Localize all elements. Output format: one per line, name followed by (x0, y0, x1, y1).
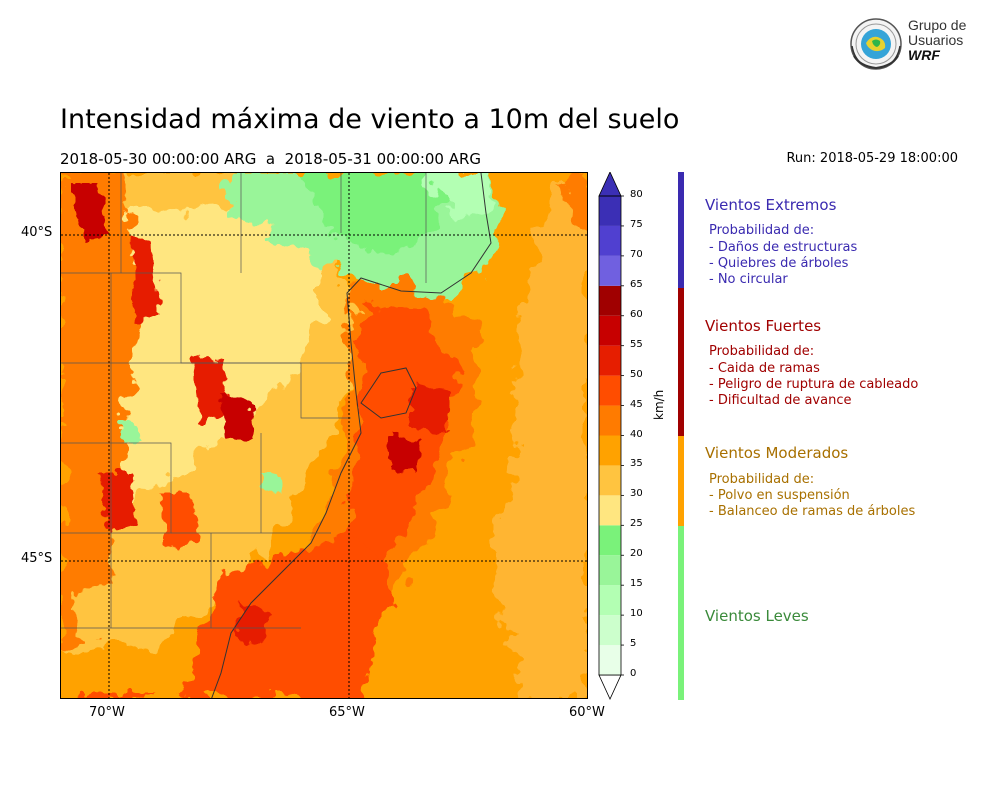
colorbar-tick-label: 55 (630, 338, 643, 350)
category-bar-leves (678, 526, 684, 700)
colorbar-tick-label: 45 (630, 398, 643, 410)
logo-line-2: Usuarios (908, 32, 964, 48)
run-timestamp: Run: 2018-05-29 18:00:00 (786, 151, 958, 166)
category-title-extremos: Vientos Extremos (705, 196, 837, 214)
wind-map (60, 172, 588, 699)
lat-label-40s: 40°S (21, 225, 53, 240)
lat-label-45s: 45°S (21, 551, 53, 566)
logo-line-3: WRF (908, 47, 940, 63)
lon-label-65w: 65°W (329, 705, 365, 720)
colorbar-segment (599, 525, 621, 556)
category-extremos-line-2: - Daños de estructuras (709, 240, 858, 255)
wrf-logo: Grupo de Usuarios WRF (848, 16, 978, 72)
category-title-moderados: Vientos Moderados (705, 444, 849, 462)
colorbar-segment (599, 585, 621, 616)
colorbar-segment (599, 345, 621, 376)
category-moderados-line-2: - Polvo en suspensión (709, 488, 850, 503)
category-fuertes-line-4: - Dificultad de avance (709, 393, 852, 408)
colorbar-tick-label: 70 (630, 248, 643, 260)
colorbar-unit-label: km/h (652, 389, 666, 420)
category-fuertes-line-3: - Peligro de ruptura de cableado (709, 377, 919, 392)
colorbar-segment (599, 225, 621, 256)
category-fuertes-line-2: - Caida de ramas (709, 361, 820, 376)
category-extremos-line-3: - Quiebres de árboles (709, 256, 849, 271)
category-moderados-line-1: Probabilidad de: (709, 472, 815, 487)
colorbar-segment (599, 645, 621, 675)
logo-text: Grupo de Usuarios WRF (908, 18, 966, 63)
colorbar-tick-label: 65 (630, 278, 643, 290)
colorbar-tick-label: 80 (630, 189, 643, 200)
logo-line-1: Grupo de (908, 17, 967, 33)
colorbar-extend-high (598, 172, 622, 197)
category-extremos-line-4: - No circular (709, 272, 788, 287)
lon-label-60w: 60°W (569, 705, 605, 720)
colorbar-extend-low (598, 674, 622, 700)
colorbar-segment (599, 196, 621, 226)
colorbar-tick-label: 35 (630, 458, 643, 470)
colorbar-tick-label: 25 (630, 518, 643, 530)
colorbar-segment (599, 555, 621, 586)
page-title: Intensidad máxima de viento a 10m del su… (60, 104, 680, 135)
colorbar-tick-label: 75 (630, 218, 643, 230)
colorbar-segment (599, 375, 621, 406)
category-extremos-line-1: Probabilidad de: (709, 223, 815, 238)
wrf-globe-seal-icon (850, 18, 902, 70)
colorbar-segment (599, 405, 621, 436)
period-subtitle: 2018-05-30 00:00:00 ARG a 2018-05-31 00:… (60, 150, 482, 168)
colorbar-segment (599, 435, 621, 466)
colorbar-segment (599, 495, 621, 526)
colorbar-segment (599, 285, 621, 316)
colorbar-tick-label: 5 (630, 638, 637, 650)
category-title-fuertes: Vientos Fuertes (705, 317, 822, 335)
category-bar-moderados (678, 436, 684, 526)
colorbar-segment (599, 615, 621, 646)
category-title-leves: Vientos Leves (705, 607, 809, 625)
colorbar-tick-label: 30 (630, 488, 643, 500)
colorbar-tick-label: 0 (630, 668, 637, 679)
colorbar-segment (599, 255, 621, 286)
colorbar-tick-label: 10 (630, 608, 643, 620)
wind-map-canvas (61, 173, 587, 698)
category-bar-fuertes (678, 288, 684, 436)
colorbar-tick-label: 20 (630, 548, 643, 560)
colorbar-tick-label: 40 (630, 428, 643, 440)
colorbar-tick-label: 60 (630, 308, 643, 320)
category-fuertes-line-1: Probabilidad de: (709, 344, 815, 359)
colorbar-segment (599, 465, 621, 496)
colorbar-tick-label: 15 (630, 578, 643, 590)
colorbar-tick-label: 50 (630, 368, 643, 380)
category-moderados-line-3: - Balanceo de ramas de árboles (709, 504, 916, 519)
lon-label-70w: 70°W (89, 705, 125, 720)
colorbar-segment (599, 315, 621, 346)
wind-colorbar (598, 172, 624, 700)
category-bar-extremos (678, 172, 684, 288)
